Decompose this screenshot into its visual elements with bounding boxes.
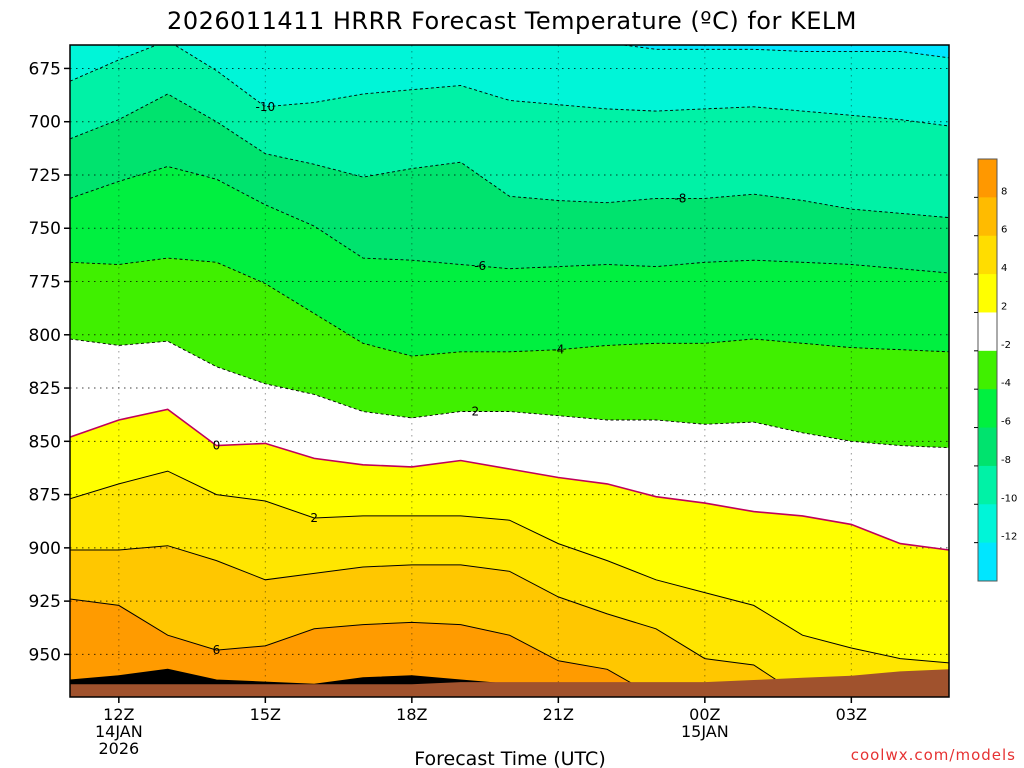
- isotherm-label: 2: [471, 404, 479, 418]
- x-tick-label: 18Z: [396, 705, 427, 724]
- isotherm-line: [70, 408, 949, 551]
- x-tick-label: 21Z: [543, 705, 574, 724]
- colorbar-segment: [978, 427, 997, 467]
- x-tick-label: 12Z: [103, 705, 134, 724]
- isotherm-line: [70, 545, 949, 697]
- colorbar-segment: [978, 312, 997, 352]
- plot-frame: [69, 44, 950, 698]
- isotherm-label: 0: [213, 439, 221, 453]
- colorbar-segment: [978, 197, 997, 237]
- colorbar-label: 6: [1001, 225, 1007, 236]
- temperature-fills: [70, 45, 949, 697]
- x-tick-label: 03Z: [836, 705, 867, 724]
- colorbar-label: -10: [1001, 493, 1017, 504]
- y-tick-label: 675: [29, 59, 61, 79]
- isotherm-label: 6: [213, 643, 221, 657]
- ground-layer: [70, 669, 949, 697]
- watermark: coolwx.com/models: [851, 746, 1016, 764]
- colorbar-label: -6: [1001, 417, 1011, 428]
- x-tick-label: 15JAN: [681, 722, 729, 741]
- y-tick-label: 750: [29, 219, 61, 239]
- x-axis-label: Forecast Time (UTC): [414, 748, 605, 768]
- isotherm-label: -8: [674, 191, 686, 205]
- isotherm-line: [70, 166, 949, 274]
- colorbar-segment: [978, 542, 997, 582]
- isotherm-line: [70, 598, 949, 697]
- isotherm-line: [70, 45, 949, 59]
- band-fill: [70, 599, 949, 697]
- colorbar-segment: [978, 159, 997, 198]
- y-tick-label: 900: [29, 539, 61, 559]
- colorbar-segment: [978, 235, 997, 275]
- isotherm-label: -10: [256, 100, 276, 114]
- isotherm-label: 2: [310, 511, 318, 525]
- colorbar-segment: [978, 504, 997, 544]
- colorbar-segment: [978, 350, 997, 390]
- colorbar-label: 8: [1001, 186, 1007, 197]
- y-tick-label: 925: [29, 592, 61, 612]
- colorbar-label: 4: [1001, 263, 1007, 274]
- y-axis: 675 700 725 750 775 800 825 850 875 900 925 950: [29, 59, 70, 665]
- x-tick-label: 00Z: [689, 705, 720, 724]
- x-tick-label: 2026: [98, 739, 139, 758]
- isotherm-label: -6: [474, 259, 486, 273]
- colorbar-label: -12: [1001, 532, 1017, 543]
- colorbar-segment: [978, 274, 997, 313]
- x-tick-label: 14JAN: [95, 722, 143, 741]
- x-tick-label: 15Z: [250, 705, 281, 724]
- colorbar-segment: [978, 465, 997, 505]
- colorbar-label: -8: [1001, 455, 1011, 466]
- ground-surface: [70, 669, 949, 697]
- y-tick-label: 800: [29, 326, 61, 346]
- colorbar-label: 2: [1001, 301, 1007, 312]
- y-tick-label: 700: [29, 113, 61, 133]
- y-tick-label: 725: [29, 166, 61, 186]
- y-tick-label: 825: [29, 379, 61, 399]
- y-tick-label: 875: [29, 486, 61, 506]
- colorbar-frame: [977, 158, 998, 582]
- isotherm-line: [70, 45, 949, 127]
- isotherm-line: [70, 257, 949, 357]
- y-tick-label: 850: [29, 432, 61, 452]
- colorbar-label: -2: [1001, 340, 1011, 351]
- isotherm-line: [70, 470, 949, 664]
- isotherm-line: [70, 338, 949, 449]
- isotherm-line: [70, 93, 949, 219]
- colorbar-label: -4: [1001, 378, 1011, 389]
- colorbar-segment: [978, 389, 997, 429]
- isotherm-labels: -10 -8 -6 -4 2 0 2 6: [213, 100, 687, 657]
- y-tick-label: 950: [29, 645, 61, 665]
- isotherm-label: -4: [552, 343, 564, 357]
- grid-lines: [70, 45, 949, 697]
- chart-title: 2026011411 HRRR Forecast Temperature (ºC…: [167, 7, 857, 35]
- y-tick-label: 775: [29, 273, 61, 293]
- colorbar: 8 6 4 2 -2 -4 -6 -8 -10 -12: [974, 158, 1017, 582]
